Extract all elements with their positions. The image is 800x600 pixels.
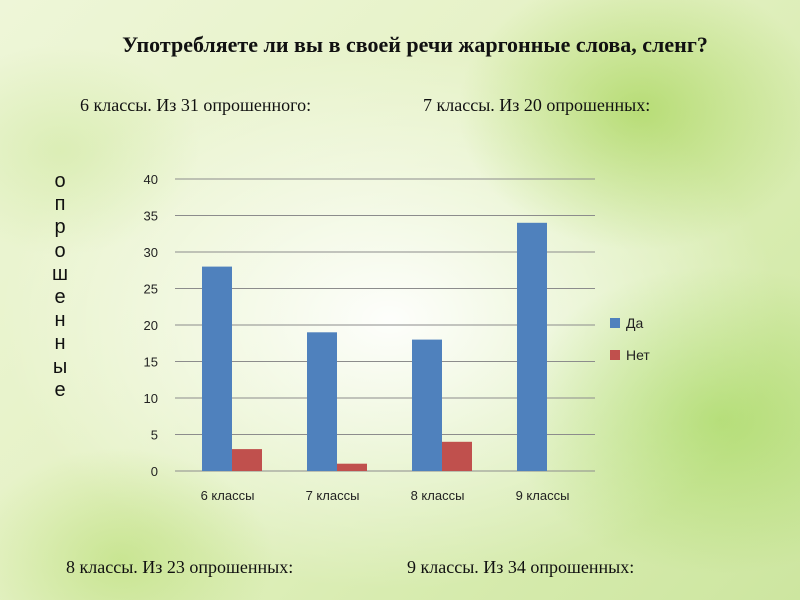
note-grade9: 9 классы. Из 34 опрошенных: [407,557,635,577]
legend-swatch [610,350,620,360]
bar-net [337,463,367,471]
y-axis-label-letter: о [54,170,66,192]
legend-swatch [610,318,620,328]
note-grade7: 7 классы. Из 20 опрошенных: [423,95,651,115]
bar-chart: 0 5 10 15 20 25 30 35 40 6 классы 7 классы 8 классы… [144,172,651,503]
y-axis-label-letter: р [54,216,66,239]
y-axis-label-letter: е [54,378,66,401]
bar-net [442,441,472,471]
bar-da [412,339,442,471]
x-tick-label: 8 классы [411,488,465,503]
bar-da [307,332,337,471]
y-tick-label: 30 [144,245,158,260]
slide-title: Употребляете ли вы в своей речи жаргонны… [122,32,708,57]
bar-da [202,266,232,471]
y-tick-label: 5 [151,428,158,443]
y-axis-label-letter: ш [51,262,69,285]
y-axis-label-letter: о [54,239,66,262]
y-axis-label-letter: п [54,193,66,216]
note-grade8: 8 классы. Из 23 опрошенных: [66,557,294,577]
y-tick-label: 10 [144,391,158,406]
legend-label: Да [626,315,643,331]
y-tick-label: 35 [144,209,158,224]
bar-net [232,449,262,471]
y-axis-label-letter: н [54,332,66,355]
y-axis-label-letter: ы [52,355,68,378]
y-tick-label: 20 [144,318,158,333]
y-tick-label: 25 [144,282,158,297]
legend-label: Нет [626,347,650,363]
y-axis-label-letter: н [54,309,66,332]
y-tick-label: 15 [144,355,158,370]
y-axis-label-letter: е [54,286,66,309]
x-tick-label: 6 классы [201,488,255,503]
y-tick-label: 40 [144,172,158,187]
bar-da [517,222,547,471]
note-grade6: 6 классы. Из 31 опрошенного: [80,95,312,115]
x-tick-label: 9 классы [516,488,570,503]
x-tick-label: 7 классы [306,488,360,503]
y-tick-label: 0 [151,464,158,479]
